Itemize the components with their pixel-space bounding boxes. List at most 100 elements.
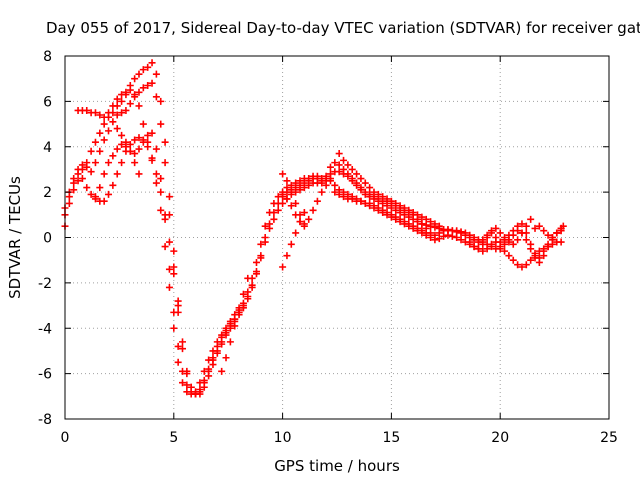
data-point (292, 199, 300, 207)
satellite-track-7 (218, 274, 252, 375)
data-point (279, 263, 287, 271)
data-point (131, 150, 139, 158)
data-point (435, 235, 443, 243)
data-point (400, 218, 408, 226)
data-point (392, 199, 400, 207)
data-point (535, 247, 543, 255)
data-point (157, 97, 165, 105)
data-point (374, 190, 382, 198)
data-point (305, 181, 313, 189)
data-point (205, 372, 213, 380)
data-point (548, 240, 556, 248)
data-point (226, 317, 234, 325)
data-point (126, 140, 134, 148)
data-point (527, 215, 535, 223)
data-point (383, 195, 391, 203)
data-point (531, 252, 539, 260)
data-point (414, 224, 422, 232)
satellite-track-12 (331, 188, 430, 237)
x-axis-title: GPS time / hours (274, 457, 400, 475)
data-point (518, 263, 526, 271)
data-point (357, 175, 365, 183)
data-point (126, 147, 134, 155)
data-point (244, 295, 252, 303)
data-point (152, 170, 160, 178)
data-point (170, 247, 178, 255)
data-point (396, 215, 404, 223)
data-point (157, 120, 165, 128)
data-point (157, 188, 165, 196)
data-point (131, 159, 139, 167)
data-point (361, 188, 369, 196)
data-point (387, 197, 395, 205)
data-point (440, 232, 448, 240)
data-point (105, 190, 113, 198)
data-point (348, 195, 356, 203)
data-point (152, 70, 160, 78)
data-point (78, 175, 86, 183)
data-point (161, 211, 169, 219)
data-point (96, 147, 104, 155)
data-point (527, 256, 535, 264)
data-point (174, 358, 182, 366)
data-point (353, 179, 361, 187)
data-point (187, 383, 195, 391)
data-point (196, 379, 204, 387)
y-tick-label: 0 (43, 231, 52, 247)
data-point (292, 229, 300, 237)
data-point (427, 234, 435, 241)
data-point (113, 95, 121, 103)
data-point (340, 156, 348, 164)
data-point (522, 222, 530, 230)
data-point (109, 181, 117, 189)
data-point (514, 222, 522, 230)
data-point (340, 193, 348, 201)
data-point (118, 131, 126, 139)
data-point (300, 209, 308, 217)
data-point (335, 190, 343, 198)
data-point (505, 231, 513, 239)
data-point (70, 175, 78, 183)
data-point (383, 209, 391, 217)
data-point (509, 240, 517, 248)
data-point (470, 236, 478, 244)
data-point (96, 184, 104, 192)
data-point (235, 306, 243, 314)
data-point (357, 184, 365, 192)
data-point (322, 181, 330, 189)
data-point (557, 238, 565, 246)
x-tick-label: 0 (61, 430, 70, 446)
data-point (457, 229, 465, 237)
data-point (418, 213, 426, 221)
data-point (126, 86, 134, 94)
data-point (139, 66, 147, 74)
data-point (461, 231, 469, 239)
data-point (87, 190, 95, 198)
data-point (161, 243, 169, 251)
data-point (91, 138, 99, 146)
data-point (496, 243, 504, 251)
data-point (400, 204, 408, 212)
data-point (422, 229, 430, 237)
data-point (527, 240, 535, 248)
data-point (518, 229, 526, 237)
data-point (340, 165, 348, 173)
data-point (457, 236, 465, 244)
satellite-track-2 (61, 59, 565, 398)
data-point (522, 236, 530, 244)
data-point (492, 224, 500, 232)
axis-ticks (64, 55, 610, 420)
data-point (135, 88, 143, 96)
satellite-track-1 (61, 129, 565, 398)
data-point (535, 222, 543, 230)
data-point (118, 140, 126, 148)
data-point (83, 106, 91, 114)
data-point (100, 197, 108, 205)
data-point (357, 197, 365, 205)
data-point (213, 338, 221, 346)
data-point (279, 170, 287, 178)
satellite-track-8 (279, 209, 308, 271)
data-point (331, 188, 339, 196)
data-point (509, 227, 517, 235)
data-point (135, 145, 143, 153)
